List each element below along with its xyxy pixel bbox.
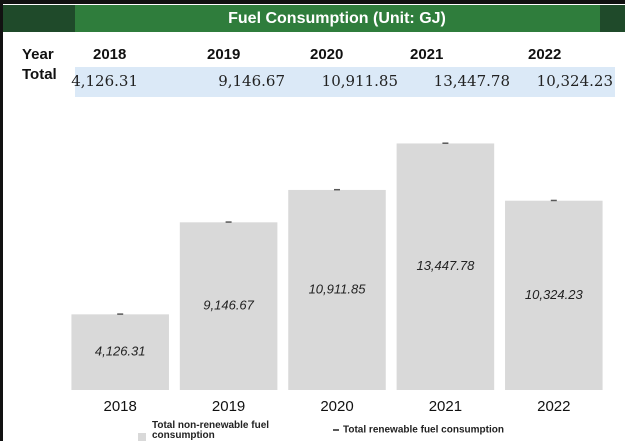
data-label: 4,126.31: [95, 344, 146, 359]
bar-segment: [396, 143, 495, 390]
x-tick-label: 2019: [212, 398, 245, 415]
x-tick-label: 2021: [429, 398, 462, 415]
legend-item: Total non-renewable fuel consumption: [138, 420, 270, 441]
year-header: 2022: [528, 46, 561, 63]
bar-segment: [179, 222, 278, 390]
total-value: 9,146.67: [218, 72, 285, 90]
data-label: 10,324.23: [525, 287, 584, 302]
legend-swatch: [333, 429, 339, 431]
bar-segment: [225, 221, 232, 223]
legend-label: Total non-renewable fuel consumption: [152, 420, 270, 441]
bar-segment: [117, 313, 124, 315]
bar-segment: [288, 189, 386, 390]
title-band: [75, 5, 600, 32]
x-tick-label: 2022: [537, 398, 570, 415]
year-header: 2019: [207, 46, 240, 63]
bar-segment: [334, 188, 340, 191]
legend-label: Total renewable fuel consumption: [343, 425, 504, 436]
bar-segment: [442, 142, 449, 144]
year-header: 2021: [410, 46, 443, 63]
left-border: [0, 0, 3, 441]
total-value: 13,447.78: [434, 72, 510, 90]
legend-swatch: [138, 433, 146, 441]
x-tick-label: 2020: [320, 398, 353, 415]
total-row-band: [75, 67, 615, 97]
total-value: 10,324.23: [537, 72, 613, 90]
year-header: 2020: [310, 46, 343, 63]
table-title: Fuel Consumption (Unit: GJ): [228, 10, 446, 27]
data-label: 9,146.67: [203, 298, 254, 313]
data-label: 13,447.78: [416, 258, 475, 273]
bar-segment: [550, 199, 557, 202]
total-value: 4,126.31: [71, 72, 138, 90]
data-label: 10,911.85: [309, 281, 367, 296]
year-header: 2018: [93, 46, 126, 63]
total-value: 10,911.85: [322, 72, 398, 90]
row-header: Year: [22, 46, 54, 63]
x-tick-label: 2018: [104, 398, 137, 415]
bar-segment: [71, 314, 169, 390]
bar-segment: [505, 200, 603, 390]
row-header: Total: [22, 66, 57, 83]
top-border: [0, 0, 625, 4]
